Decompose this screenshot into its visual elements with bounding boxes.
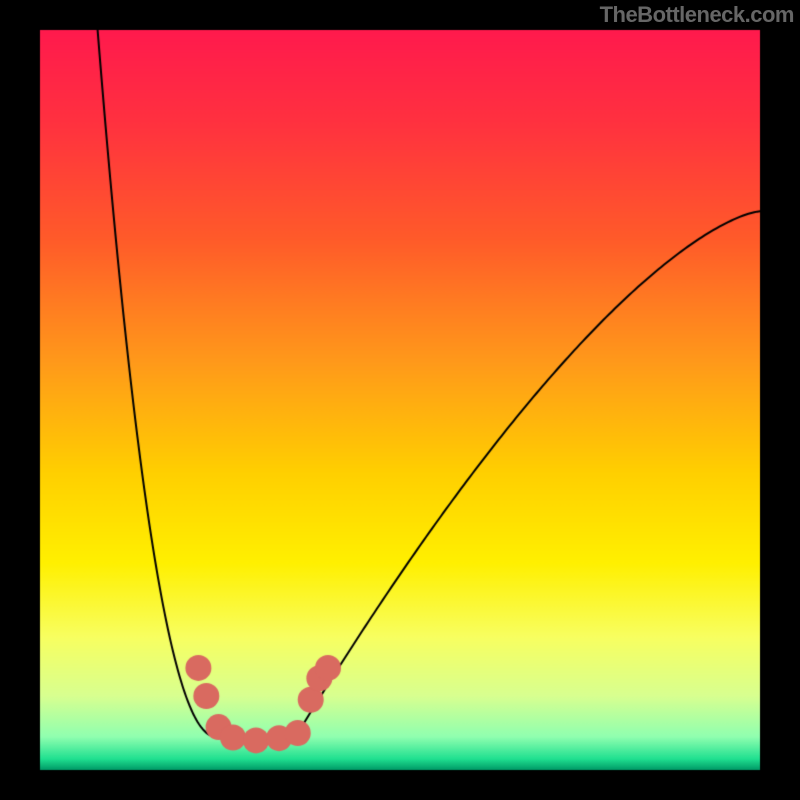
- bottleneck-chart-canvas: [0, 0, 800, 800]
- watermark-text: TheBottleneck.com: [600, 2, 794, 28]
- chart-root: TheBottleneck.com: [0, 0, 800, 800]
